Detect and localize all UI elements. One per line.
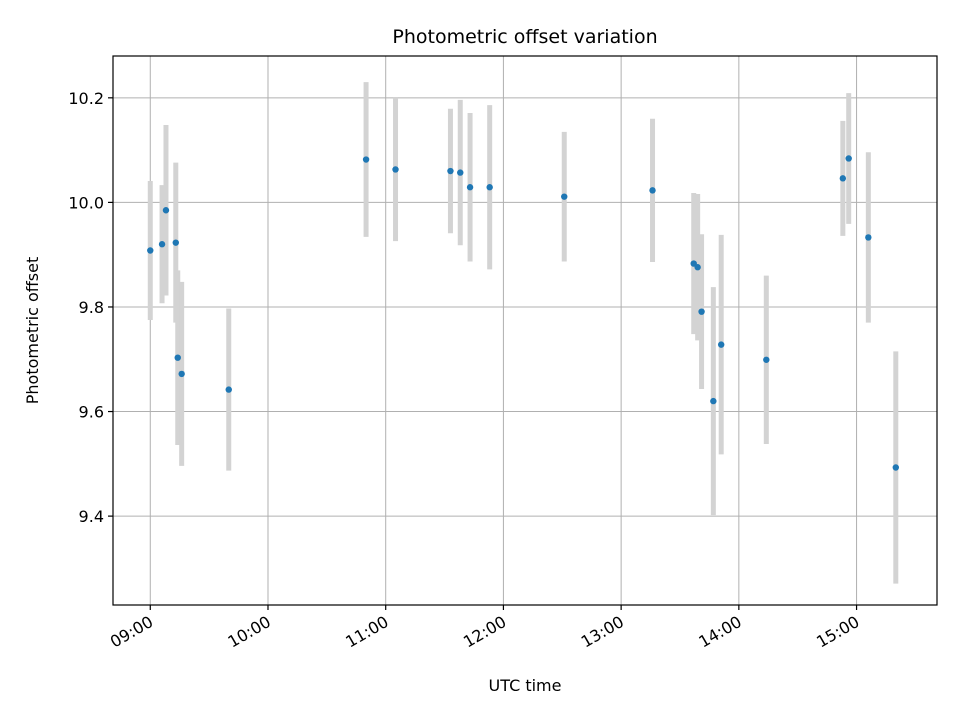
y-axis-title: Photometric offset: [23, 257, 42, 405]
data-point: [839, 175, 847, 182]
data-point: [447, 167, 454, 175]
data-point: [486, 184, 493, 191]
data-point: [174, 354, 181, 361]
x-axis-title: UTC time: [489, 676, 562, 695]
data-point: [892, 464, 899, 471]
data-point: [147, 247, 154, 254]
y-tick-label: 9.4: [79, 507, 104, 526]
y-tick-label: 9.6: [79, 403, 104, 422]
y-tick-label: 10.2: [68, 89, 104, 108]
data-point: [649, 187, 656, 194]
data-point: [694, 264, 701, 271]
data-point: [698, 308, 705, 315]
data-point: [225, 386, 232, 393]
data-point: [362, 156, 370, 163]
data-point: [178, 370, 185, 378]
data-point: [763, 356, 770, 363]
data-points: [147, 155, 899, 471]
data-point: [865, 234, 872, 241]
grid: [113, 56, 937, 605]
data-point: [845, 155, 852, 162]
data-point: [466, 184, 474, 191]
data-point: [457, 169, 464, 176]
data-point: [561, 193, 568, 200]
plot-frame: [112, 55, 938, 606]
data-point: [710, 397, 717, 405]
data-point: [158, 241, 166, 248]
data-point: [717, 341, 725, 348]
data-point: [162, 207, 170, 214]
y-tick-label: 9.8: [79, 298, 104, 317]
y-tick-label: 10.0: [68, 193, 104, 212]
data-point: [172, 239, 179, 246]
data-point: [392, 166, 399, 173]
chart-title: Photometric offset variation: [392, 26, 657, 48]
